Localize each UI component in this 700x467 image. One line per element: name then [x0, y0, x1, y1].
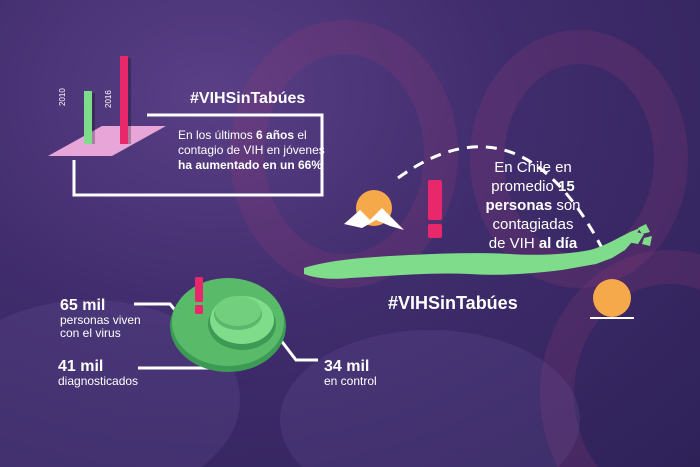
sun-icon-right — [593, 279, 631, 317]
bar-group — [84, 56, 131, 144]
exclamation-icon — [428, 180, 442, 238]
chile-text: En Chile en promedio 15 personas son con… — [458, 158, 608, 253]
dashed-arc — [397, 145, 605, 251]
chile-line-3-bold: personas — [485, 197, 553, 214]
tick-label-2010: 2010 — [58, 88, 67, 106]
frame-line-top — [72, 113, 324, 197]
bar-2016 — [120, 56, 128, 144]
growth-line-1: En los últimos 6 años el — [178, 128, 328, 143]
growth-line-1-bold: 6 años — [256, 128, 295, 142]
stat-control-value: 34 mil — [324, 358, 370, 375]
disc-inner-top — [215, 296, 261, 326]
chile-shape — [304, 228, 640, 279]
chile-line-2: promedio 15 — [458, 177, 608, 196]
chile-line-3-post: son — [552, 197, 581, 214]
tick-label-2016: 2016 — [104, 90, 113, 108]
stat-control: 34 mil en control — [324, 358, 377, 388]
growth-line-3: ha aumentado en un 66% — [178, 158, 323, 172]
bg-blob-2 — [280, 330, 580, 467]
bar-chart — [48, 56, 166, 156]
stat-viven-line-1: personas viven — [60, 313, 141, 327]
stat-diag-value: 41 mil — [58, 358, 104, 375]
stats-discs — [170, 278, 286, 372]
stat-diag-label: diagnosticados — [58, 374, 139, 388]
growth-line-1-post: el — [294, 128, 307, 142]
chile-islands — [626, 224, 652, 246]
stat-diagnosticados: 41 mil diagnosticados — [58, 358, 138, 388]
chile-line-4: contagiadas — [492, 216, 574, 233]
chile-line-1: En Chile en — [494, 159, 572, 176]
chile-map-icon — [304, 190, 652, 319]
bar-2010 — [84, 90, 92, 144]
chile-line-2-pre: promedio — [491, 178, 558, 195]
stat-control-label: en control — [324, 374, 377, 388]
exclamation-icon-small — [195, 277, 203, 314]
chart-platform — [48, 126, 166, 156]
bar-shadow-2010 — [92, 92, 95, 144]
growth-line-2: contagio de VIH en jóvenes — [178, 143, 325, 157]
hashtag-top: #VIHSinTabúes — [190, 90, 306, 107]
chile-line-3: personas son — [458, 196, 608, 215]
chile-line-5-pre: de VIH — [488, 235, 539, 252]
growth-line-1-pre: En los últimos — [178, 128, 257, 142]
stat-viven: 65 mil personas viven con el virus — [60, 297, 141, 340]
bar-shadow-2016 — [128, 58, 131, 144]
stat-viven-value: 65 mil — [60, 297, 106, 314]
stat-viven-line-2: con el virus — [60, 326, 121, 340]
chile-line-2-bold: 15 — [558, 178, 575, 195]
hashtag-chile: #VIHSinTabúes — [388, 293, 518, 313]
growth-text: En los últimos 6 años el contagio de VIH… — [178, 128, 328, 173]
mountain-icon — [344, 208, 404, 230]
chile-line-5-bold: al día — [538, 235, 578, 252]
chile-line-5: de VIH al día — [458, 234, 608, 253]
